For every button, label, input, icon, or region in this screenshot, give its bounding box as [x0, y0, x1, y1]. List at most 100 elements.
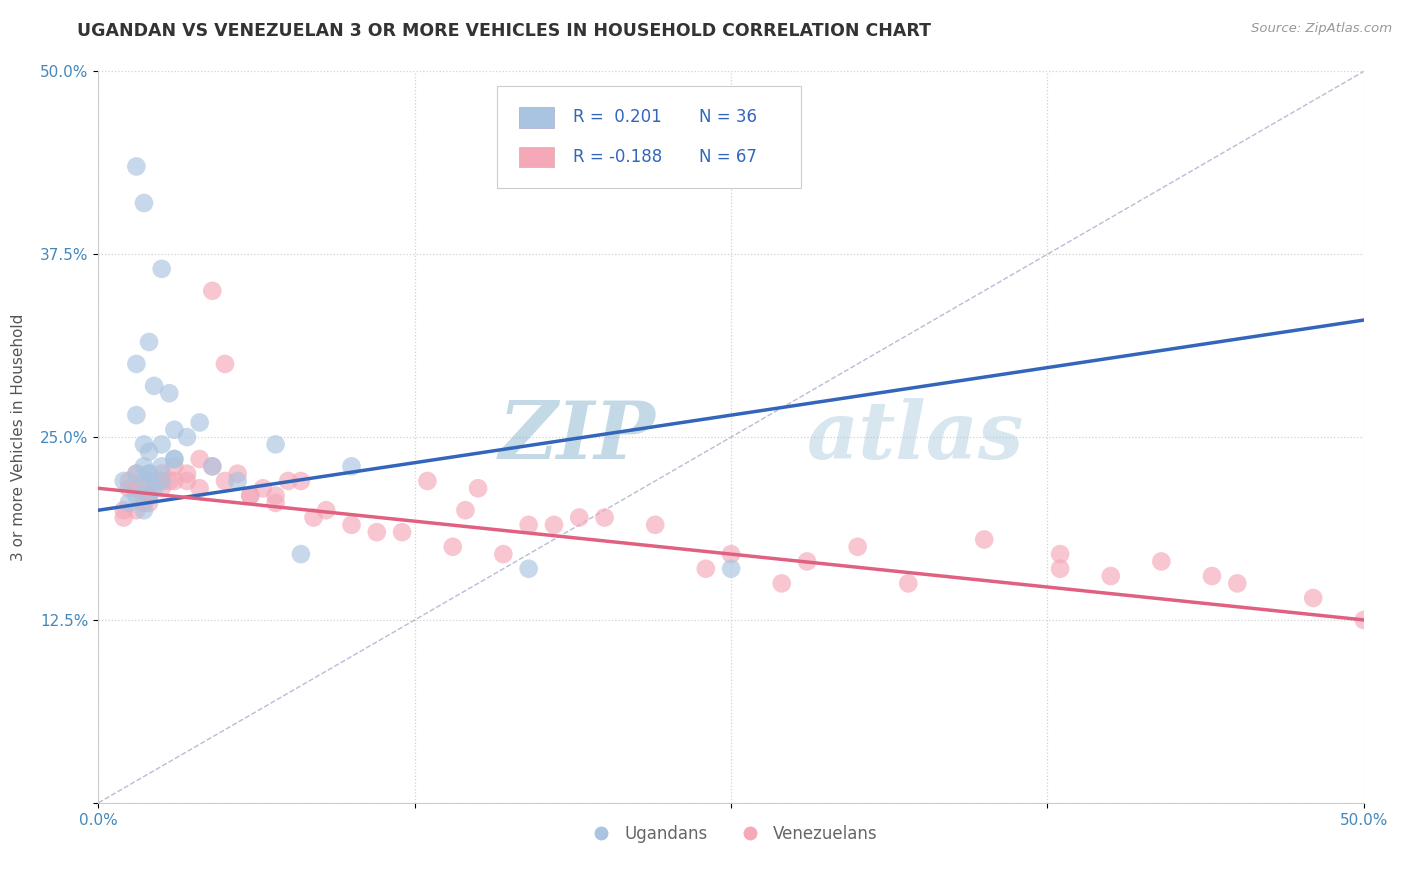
Point — [391, 525, 413, 540]
Point — [132, 503, 155, 517]
Point — [157, 386, 180, 401]
Point — [1099, 569, 1122, 583]
Point — [176, 467, 198, 481]
Point — [188, 416, 211, 430]
Point — [132, 489, 155, 503]
Text: N = 67: N = 67 — [699, 148, 758, 166]
Point — [796, 554, 818, 568]
Point — [517, 562, 540, 576]
Point — [176, 430, 198, 444]
Point — [188, 452, 211, 467]
Point — [264, 437, 287, 451]
Point — [201, 284, 224, 298]
Point — [138, 489, 160, 503]
Point — [492, 547, 515, 561]
Point — [125, 481, 148, 495]
Text: N = 36: N = 36 — [699, 109, 758, 127]
Point — [157, 474, 180, 488]
Point — [720, 547, 742, 561]
Text: ZIP: ZIP — [498, 399, 655, 475]
Point — [467, 481, 489, 495]
Point — [366, 525, 388, 540]
Point — [112, 503, 135, 517]
Point — [125, 408, 148, 422]
Point — [201, 459, 224, 474]
Point — [118, 496, 141, 510]
Point — [644, 517, 666, 532]
Point — [897, 576, 920, 591]
Point — [125, 160, 148, 174]
Point — [214, 474, 236, 488]
Point — [1150, 554, 1173, 568]
Point — [150, 481, 173, 495]
Point — [163, 474, 186, 488]
Y-axis label: 3 or more Vehicles in Household: 3 or more Vehicles in Household — [11, 313, 27, 561]
Text: UGANDAN VS VENEZUELAN 3 OR MORE VEHICLES IN HOUSEHOLD CORRELATION CHART: UGANDAN VS VENEZUELAN 3 OR MORE VEHICLES… — [77, 22, 931, 40]
Point — [302, 510, 325, 524]
Point — [143, 481, 166, 495]
Point — [1049, 547, 1071, 561]
Point — [1353, 613, 1375, 627]
Bar — [519, 107, 554, 128]
Point — [1201, 569, 1223, 583]
Text: R =  0.201: R = 0.201 — [574, 109, 662, 127]
Point — [138, 334, 160, 349]
Point — [1226, 576, 1249, 591]
Point — [112, 474, 135, 488]
Point — [1302, 591, 1324, 605]
Point — [150, 474, 173, 488]
Point — [125, 467, 148, 481]
Point — [163, 452, 186, 467]
Point — [277, 474, 299, 488]
Point — [846, 540, 869, 554]
Point — [112, 510, 135, 524]
Point — [132, 459, 155, 474]
Point — [125, 357, 148, 371]
Point — [132, 437, 155, 451]
Point — [568, 510, 591, 524]
Point — [441, 540, 464, 554]
Point — [770, 576, 793, 591]
Point — [163, 423, 186, 437]
Point — [132, 496, 155, 510]
Point — [138, 496, 160, 510]
Point — [340, 517, 363, 532]
Point — [593, 510, 616, 524]
Point — [150, 459, 173, 474]
Point — [201, 459, 224, 474]
Point — [138, 474, 160, 488]
Point — [454, 503, 477, 517]
Point — [143, 474, 166, 488]
Point — [138, 489, 160, 503]
Point — [125, 481, 148, 495]
Point — [138, 467, 160, 481]
Point — [226, 467, 249, 481]
Point — [138, 467, 160, 481]
Legend: Ugandans, Venezuelans: Ugandans, Venezuelans — [578, 818, 884, 849]
Point — [143, 379, 166, 393]
Bar — [519, 146, 554, 167]
Point — [150, 437, 173, 451]
Text: Source: ZipAtlas.com: Source: ZipAtlas.com — [1251, 22, 1392, 36]
Point — [315, 503, 337, 517]
Point — [973, 533, 995, 547]
Point — [290, 474, 312, 488]
Point — [214, 357, 236, 371]
Point — [150, 467, 173, 481]
Point — [188, 481, 211, 495]
Text: atlas: atlas — [807, 399, 1025, 475]
Point — [252, 481, 274, 495]
Point — [264, 496, 287, 510]
Point — [125, 489, 148, 503]
Point — [226, 474, 249, 488]
Point — [340, 459, 363, 474]
Point — [118, 474, 141, 488]
Point — [150, 474, 173, 488]
Point — [264, 489, 287, 503]
FancyBboxPatch shape — [498, 86, 801, 188]
Point — [543, 517, 565, 532]
Point — [695, 562, 717, 576]
Point — [138, 489, 160, 503]
Point — [1049, 562, 1071, 576]
Point — [163, 459, 186, 474]
